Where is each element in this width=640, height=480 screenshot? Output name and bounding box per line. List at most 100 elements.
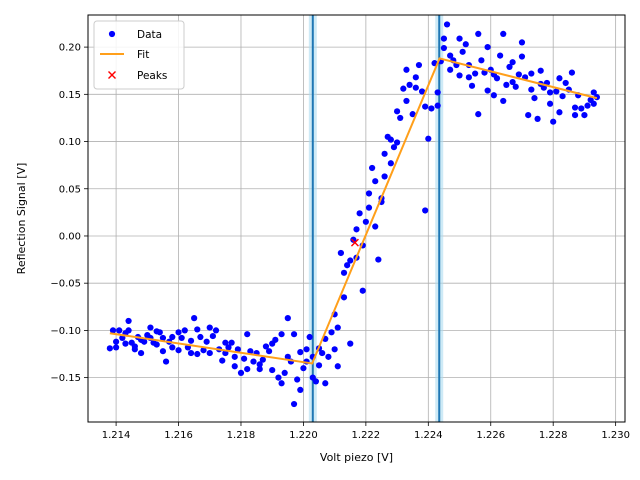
data-point	[272, 336, 279, 343]
data-point	[337, 249, 344, 257]
data-point	[406, 81, 413, 88]
data-point	[159, 334, 167, 342]
legend-item: Data	[108, 29, 162, 41]
data-point	[344, 262, 351, 269]
data-point	[178, 334, 185, 342]
data-point	[225, 344, 232, 351]
data-point	[571, 111, 579, 119]
data-point	[284, 353, 291, 360]
data-point	[456, 35, 463, 42]
data-point	[390, 144, 398, 151]
data-point	[256, 361, 263, 368]
data-point	[509, 78, 516, 86]
data-point	[228, 339, 235, 346]
data-point	[294, 376, 301, 383]
data-point	[440, 44, 448, 52]
data-point	[556, 75, 563, 82]
legend-label: Data	[137, 29, 162, 41]
data-point	[169, 344, 176, 351]
data-point	[590, 100, 597, 107]
data-point	[181, 327, 188, 334]
data-point	[531, 94, 538, 102]
y-tick-label: 0.10	[59, 137, 81, 148]
y-tick-label: −0.15	[50, 373, 81, 384]
data-point	[518, 39, 526, 46]
data-point	[303, 346, 310, 353]
data-point	[506, 63, 513, 71]
data-point	[590, 89, 597, 96]
data-point	[247, 348, 254, 355]
data-point	[131, 343, 138, 350]
data-point	[546, 89, 554, 96]
data-point	[109, 327, 117, 334]
data-point	[550, 118, 557, 125]
data-point	[312, 378, 320, 385]
data-point	[559, 93, 566, 100]
data-point	[147, 324, 154, 331]
x-tick-label: 1.230	[601, 430, 630, 441]
data-point	[200, 347, 207, 354]
data-point	[403, 97, 410, 105]
data-point	[275, 374, 282, 381]
data-point	[106, 345, 113, 352]
data-point	[434, 89, 441, 96]
legend-marker	[108, 30, 116, 38]
data-point	[203, 338, 210, 345]
data-point	[206, 349, 213, 357]
data-point	[319, 349, 326, 357]
data-point	[269, 366, 276, 374]
data-point	[353, 226, 360, 233]
data-point	[443, 21, 451, 28]
data-point	[500, 97, 507, 105]
data-point	[503, 81, 510, 88]
data-point	[412, 74, 419, 81]
data-point	[497, 52, 504, 59]
x-tick-label: 1.226	[476, 430, 505, 441]
data-point	[468, 82, 476, 89]
data-point	[375, 256, 382, 263]
y-tick-label: −0.10	[50, 326, 81, 337]
peak-marker	[350, 238, 359, 247]
data-point	[169, 333, 176, 341]
x-tick-label: 1.216	[164, 430, 193, 441]
data-point	[356, 210, 363, 217]
data-point	[256, 366, 263, 373]
data-point	[175, 329, 182, 336]
x-tick-label: 1.218	[227, 430, 256, 441]
fit-line	[109, 57, 598, 365]
y-tick-label: −0.05	[50, 279, 81, 290]
data-point	[156, 329, 163, 336]
data-point	[278, 331, 285, 338]
data-point	[584, 102, 591, 109]
data-point	[112, 344, 120, 351]
data-point	[428, 105, 435, 112]
data-point	[206, 324, 213, 331]
data-point	[515, 71, 522, 78]
data-point	[347, 257, 354, 264]
data-point	[194, 350, 201, 358]
data-point	[112, 338, 120, 345]
data-point	[578, 105, 585, 112]
data-point	[381, 150, 388, 157]
data-point	[116, 327, 123, 334]
data-point	[422, 103, 429, 110]
data-point	[372, 178, 379, 185]
data-point	[219, 357, 226, 364]
data-point	[447, 52, 454, 59]
data-point	[528, 70, 535, 77]
data-point	[231, 363, 238, 370]
data-point	[237, 369, 245, 376]
data-point	[340, 269, 348, 276]
data-point	[300, 365, 307, 372]
data-point	[359, 287, 366, 294]
legend-item: Fit	[100, 49, 149, 61]
legend-box	[93, 20, 185, 90]
data-point	[415, 61, 423, 69]
data-point	[387, 136, 394, 143]
data-point	[250, 358, 257, 365]
data-point	[434, 102, 441, 109]
data-point	[322, 380, 329, 387]
data-point	[306, 333, 313, 341]
vertical-lines	[308, 15, 444, 422]
